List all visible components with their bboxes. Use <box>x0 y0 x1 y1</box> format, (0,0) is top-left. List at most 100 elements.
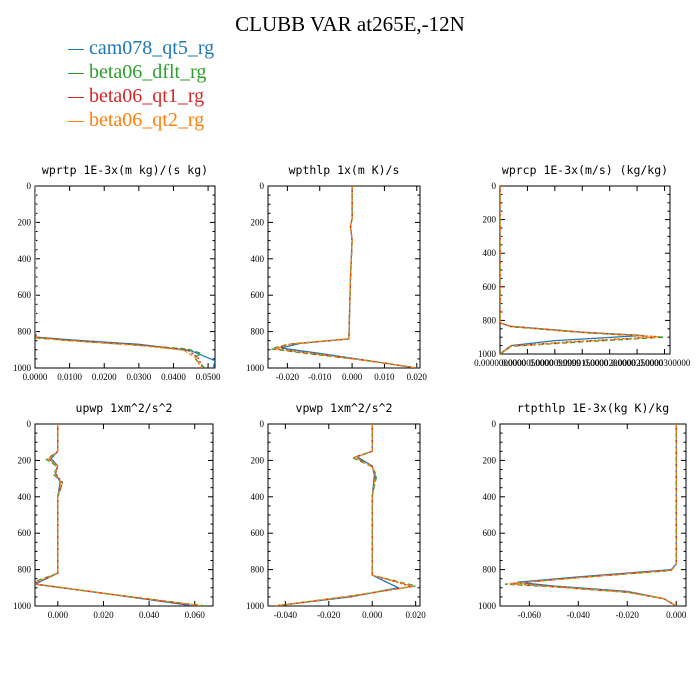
series-line <box>35 186 202 368</box>
y-tick-label: 600 <box>18 290 32 300</box>
plot-frame <box>499 185 671 355</box>
x-tick-label: 0.0000300000 <box>639 358 691 368</box>
y-tick-label: 800 <box>251 565 265 575</box>
plot-panel: wprtp 1E-3x(m kg)/(s kg) 0 200 400 600 800 100… <box>13 163 221 382</box>
series-line <box>274 424 401 606</box>
y-tick-label: 800 <box>483 315 497 325</box>
x-tick-label: 0.040 <box>139 610 160 620</box>
y-tick-label: 1000 <box>246 363 265 373</box>
x-tick-label: -0.010 <box>308 372 332 382</box>
x-tick-label: 0.0000150000 <box>556 358 608 368</box>
plot-title: vpwp 1xm^2/s^2 <box>296 401 393 415</box>
y-tick-label: 0 <box>492 181 497 191</box>
series-line <box>274 186 417 368</box>
y-tick-label: 400 <box>18 492 32 502</box>
series-line <box>509 424 677 606</box>
series-line <box>500 186 665 354</box>
plot-title: wprcp 1E-3x(m/s) (kg/kg) <box>502 163 668 177</box>
series-line <box>274 424 414 606</box>
series-line <box>35 424 204 606</box>
y-tick-label: 800 <box>18 565 32 575</box>
y-tick-label: 1000 <box>13 601 32 611</box>
series-line <box>509 424 677 606</box>
plot-title: wpthlp 1x(m K)/s <box>289 163 400 177</box>
y-tick-label: 200 <box>483 215 497 225</box>
x-tick-label: 0.000 <box>48 610 69 620</box>
y-tick-label: 200 <box>18 455 32 465</box>
x-tick-label: 0.060 <box>185 610 206 620</box>
y-tick-label: 800 <box>251 327 265 337</box>
plot-frame <box>267 423 421 607</box>
y-tick-label: 600 <box>251 290 265 300</box>
x-tick-label: 0.000 <box>342 372 363 382</box>
x-tick-label: 0.0400 <box>161 372 186 382</box>
x-tick-label: 0.0200 <box>92 372 117 382</box>
y-tick-label: 1000 <box>478 601 497 611</box>
legend-swatch <box>68 96 84 98</box>
x-tick-label: 0.000 <box>666 610 687 620</box>
series-line <box>274 186 417 368</box>
y-tick-label: 800 <box>483 565 497 575</box>
legend-swatch <box>68 120 84 122</box>
y-tick-label: 0 <box>260 419 265 429</box>
x-tick-label: -0.040 <box>274 610 298 620</box>
legend: cam078_qt5_rg beta06_dflt_rg beta06_qt1_… <box>68 36 214 132</box>
y-tick-label: 400 <box>18 254 32 264</box>
figure-title: CLUBB VAR at265E,-12N <box>235 12 465 36</box>
y-tick-label: 1000 <box>478 349 497 359</box>
series-line <box>274 424 412 606</box>
legend-item: cam078_qt5_rg <box>68 36 214 60</box>
x-tick-label: 0.020 <box>406 610 427 620</box>
plot-panel: upwp 1xm^2/s^2 0 200 400 600 800 1000 0.000 0.02… <box>13 401 214 620</box>
y-tick-label: 600 <box>483 528 497 538</box>
y-tick-label: 600 <box>251 528 265 538</box>
y-tick-label: 400 <box>483 248 497 258</box>
y-tick-label: 200 <box>251 217 265 227</box>
x-tick-label: -0.040 <box>567 610 591 620</box>
series-line <box>500 186 660 354</box>
series-line <box>35 186 206 368</box>
plot-title: wprtp 1E-3x(m kg)/(s kg) <box>42 163 208 177</box>
series-line <box>500 186 660 354</box>
legend-item: beta06_qt1_rg <box>68 84 214 108</box>
series-line <box>271 186 417 368</box>
plot-panel: vpwp 1xm^2/s^2 0 200 400 600 800 1000 -0.040 -0.… <box>246 401 426 620</box>
y-tick-label: 0 <box>492 419 497 429</box>
x-tick-label: 0.0300 <box>126 372 151 382</box>
series-line <box>517 424 677 606</box>
series-line <box>35 424 195 606</box>
legend-item: beta06_qt2_rg <box>68 108 214 132</box>
y-tick-label: 1000 <box>13 363 32 373</box>
y-tick-label: 600 <box>483 282 497 292</box>
y-tick-label: 400 <box>483 492 497 502</box>
x-tick-label: 0.0100 <box>57 372 82 382</box>
y-tick-label: 400 <box>251 492 265 502</box>
plot-frame <box>267 185 421 369</box>
legend-label: beta06_qt1_rg <box>89 85 205 107</box>
plot-panel: wpthlp 1x(m K)/s 0 200 400 600 800 1000 -0.020-… <box>246 163 427 382</box>
plot-title: upwp 1xm^2/s^2 <box>76 401 173 415</box>
series-line <box>274 424 416 606</box>
y-tick-label: 0 <box>260 181 265 191</box>
legend-label: beta06_dflt_rg <box>89 61 207 83</box>
plot-panel: wprcp 1E-3x(m/s) (kg/kg) 0 200 400 600 800 100… <box>474 163 691 368</box>
y-tick-label: 200 <box>18 217 32 227</box>
x-tick-label: -0.020 <box>317 610 341 620</box>
plot-frame <box>34 423 214 607</box>
y-tick-label: 400 <box>251 254 265 264</box>
legend-swatch <box>68 48 84 50</box>
x-tick-label: 0.020 <box>93 610 114 620</box>
y-tick-label: 200 <box>483 455 497 465</box>
legend-label: beta06_qt2_rg <box>89 109 205 131</box>
y-tick-label: 1000 <box>246 601 265 611</box>
x-tick-label: -0.020 <box>616 610 640 620</box>
series-line <box>35 186 204 368</box>
x-tick-label: 0.0000 <box>23 372 48 382</box>
x-tick-label: 0.0500 <box>196 372 221 382</box>
x-tick-label: 0.0000050000 <box>502 358 554 368</box>
y-tick-label: 200 <box>251 455 265 465</box>
x-tick-label: 0.020 <box>407 372 428 382</box>
legend-item: beta06_dflt_rg <box>68 60 214 84</box>
x-tick-label: 0.0000099999 <box>529 358 581 368</box>
